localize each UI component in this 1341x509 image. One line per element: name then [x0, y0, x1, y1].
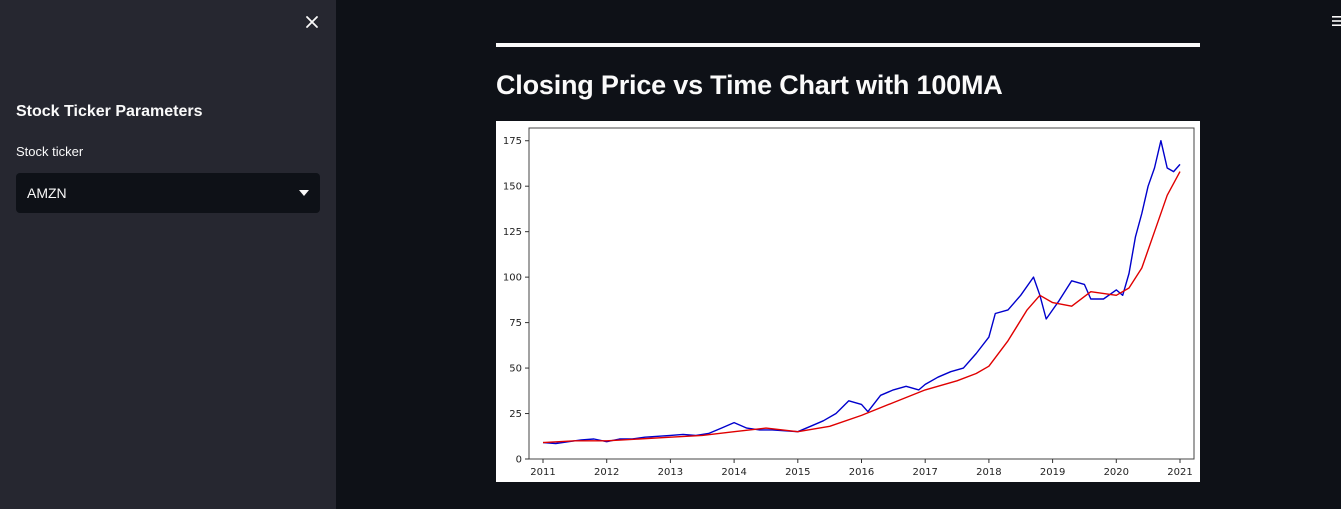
- horizontal-divider: [496, 43, 1200, 47]
- y-tick-label: 75: [509, 318, 522, 329]
- moving-average-100-line: [542, 171, 1181, 444]
- x-tick-label: 2016: [849, 467, 874, 478]
- x-tick-label: 2020: [1104, 467, 1129, 478]
- main-menu-button[interactable]: [1331, 14, 1341, 28]
- y-tick-label: 0: [516, 455, 522, 466]
- y-tick-label: 175: [503, 136, 522, 147]
- x-tick-label: 2012: [594, 467, 619, 478]
- stock-ticker-select[interactable]: AMZN: [16, 173, 320, 213]
- page-title: Closing Price vs Time Chart with 100MA: [496, 70, 1003, 100]
- close-sidebar-button[interactable]: [300, 10, 324, 34]
- close-price-line: [542, 140, 1181, 445]
- y-tick-label: 150: [503, 182, 522, 193]
- x-tick-label: 2013: [658, 467, 683, 478]
- plot-frame: [528, 127, 1195, 460]
- sidebar-heading: Stock Ticker Parameters: [16, 103, 203, 120]
- x-tick-label: 2019: [1040, 467, 1065, 478]
- x-tick-label: 2015: [785, 467, 810, 478]
- x-tick-label: 2018: [976, 467, 1001, 478]
- hamburger-icon: [1332, 16, 1341, 26]
- sidebar: Stock Ticker Parameters Stock ticker AMZ…: [0, 0, 336, 509]
- x-tick-label: 2011: [530, 467, 555, 478]
- caret-down-icon: [299, 190, 309, 196]
- closing-price-chart: 0 25 50 75 100 125 150 175 2011 2012 2013 2014 2015 2…: [496, 121, 1200, 482]
- chart-svg: 0 25 50 75 100 125 150 175 2011 2012 2013 2014 2015 2…: [503, 127, 1195, 478]
- x-tick-label: 2014: [721, 467, 746, 478]
- y-tick-label: 50: [509, 364, 522, 375]
- stock-ticker-label: Stock ticker: [16, 144, 84, 159]
- x-tick-label: 2021: [1167, 467, 1192, 478]
- x-tick-label: 2017: [912, 467, 937, 478]
- stock-ticker-value: AMZN: [27, 185, 67, 201]
- y-tick-label: 100: [503, 273, 522, 284]
- y-tick-label: 125: [503, 227, 522, 238]
- y-tick-label: 25: [509, 409, 522, 420]
- close-icon: [306, 16, 318, 28]
